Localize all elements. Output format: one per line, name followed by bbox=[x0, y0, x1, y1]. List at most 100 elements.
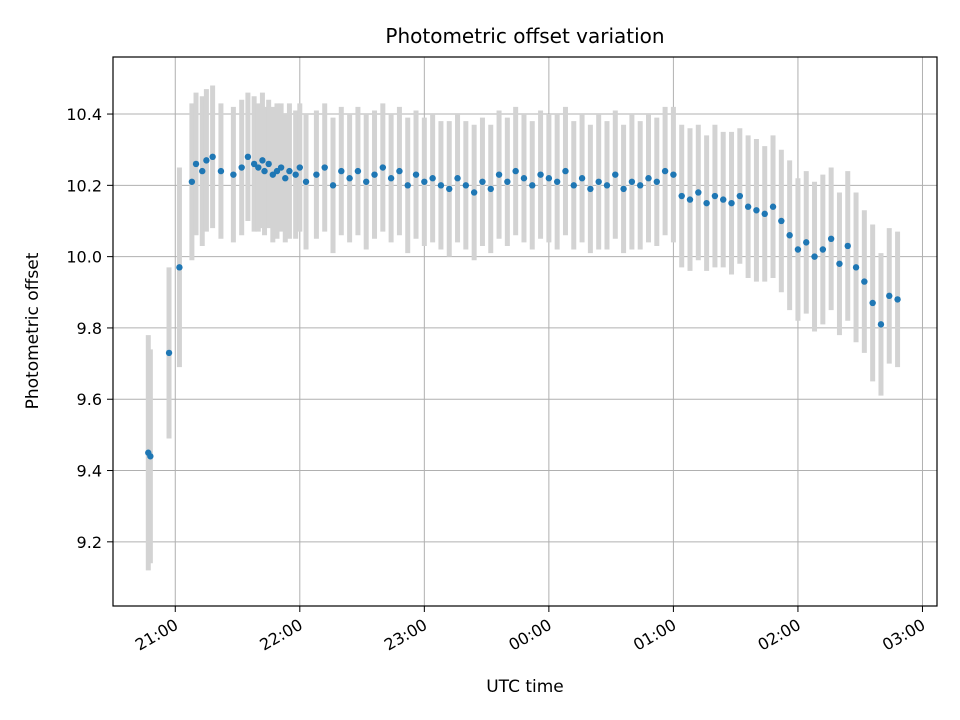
data-point bbox=[147, 453, 154, 460]
data-point bbox=[387, 175, 395, 182]
data-point bbox=[562, 167, 569, 175]
data-point bbox=[844, 242, 851, 250]
data-point bbox=[587, 185, 594, 193]
data-point bbox=[728, 199, 735, 207]
data-point bbox=[462, 182, 470, 189]
data-point bbox=[286, 167, 293, 175]
y-tick-label: 9.6 bbox=[77, 390, 102, 409]
data-point bbox=[338, 167, 345, 175]
x-tick-label: 00:00 bbox=[505, 615, 554, 655]
data-point bbox=[454, 175, 461, 182]
data-point bbox=[869, 299, 876, 307]
data-point bbox=[487, 185, 494, 193]
data-point bbox=[371, 171, 378, 178]
y-axis-label: Photometric offset bbox=[23, 252, 43, 409]
data-point bbox=[238, 164, 245, 171]
data-point bbox=[346, 175, 353, 182]
data-point bbox=[244, 153, 252, 161]
data-point bbox=[188, 178, 196, 185]
data-point bbox=[273, 167, 281, 175]
y-axis: 9.2 9.4 9.6 9.8 10.0 10.2 10.4 bbox=[66, 105, 113, 552]
data-point bbox=[620, 185, 627, 193]
data-point bbox=[761, 210, 768, 218]
x-tick-label: 01:00 bbox=[630, 615, 679, 655]
data-point bbox=[603, 182, 611, 189]
data-point bbox=[786, 232, 793, 239]
data-point bbox=[695, 189, 702, 196]
data-point bbox=[645, 175, 652, 182]
data-point bbox=[292, 171, 299, 178]
data-point bbox=[836, 260, 843, 267]
chart-title: Photometric offset variation bbox=[385, 24, 664, 48]
y-tick-label: 9.4 bbox=[77, 462, 102, 481]
y-tick-label: 9.8 bbox=[77, 319, 102, 338]
data-point bbox=[250, 160, 258, 168]
data-point bbox=[678, 192, 685, 200]
data-point bbox=[570, 182, 577, 189]
data-point bbox=[277, 164, 285, 171]
data-point bbox=[479, 178, 486, 185]
data-point bbox=[686, 196, 694, 203]
x-tick-label: 02:00 bbox=[755, 615, 804, 655]
data-point bbox=[886, 292, 893, 300]
data-point bbox=[296, 164, 304, 171]
data-point bbox=[302, 178, 310, 185]
data-point bbox=[778, 217, 785, 225]
data-point bbox=[396, 167, 403, 175]
data-point bbox=[176, 264, 183, 271]
data-point bbox=[429, 175, 436, 182]
data-point bbox=[379, 164, 387, 171]
data-point bbox=[736, 192, 744, 200]
data-point bbox=[199, 167, 206, 175]
x-axis: 21:00 22:00 23:00 00:00 01:00 02:00 03:00 bbox=[132, 606, 928, 655]
data-point bbox=[495, 171, 503, 178]
data-point bbox=[537, 171, 544, 178]
data-point bbox=[744, 203, 752, 210]
data-point bbox=[877, 321, 885, 328]
data-point bbox=[446, 185, 453, 193]
data-point bbox=[470, 189, 478, 196]
data-point bbox=[259, 157, 266, 164]
data-point bbox=[329, 182, 337, 189]
data-point bbox=[165, 349, 173, 357]
data-point bbox=[612, 171, 619, 178]
data-point bbox=[363, 178, 370, 185]
x-axis-label: UTC time bbox=[486, 677, 564, 697]
x-tick-label: 21:00 bbox=[132, 615, 181, 655]
y-tick-label: 10.4 bbox=[66, 105, 102, 124]
data-point bbox=[504, 178, 511, 185]
data-point bbox=[769, 203, 777, 210]
data-point bbox=[636, 182, 644, 189]
data-point bbox=[703, 199, 710, 207]
data-point bbox=[282, 175, 289, 182]
plot-frame bbox=[112, 56, 938, 607]
x-tick-label: 03:00 bbox=[879, 615, 928, 655]
data-point bbox=[827, 235, 835, 243]
data-point bbox=[670, 171, 677, 178]
data-point bbox=[794, 246, 802, 253]
data-point bbox=[545, 175, 553, 182]
data-point bbox=[861, 278, 868, 285]
data-point bbox=[628, 178, 636, 185]
data-point bbox=[354, 167, 362, 175]
data-point bbox=[894, 296, 901, 303]
data-point bbox=[192, 160, 200, 168]
data-point bbox=[437, 182, 445, 189]
data-point bbox=[313, 171, 320, 178]
data-point bbox=[529, 182, 536, 189]
data-point bbox=[553, 178, 561, 185]
x-tick-label: 22:00 bbox=[256, 615, 305, 655]
y-tick-label: 10.0 bbox=[66, 248, 102, 267]
data-points bbox=[145, 153, 901, 460]
data-point bbox=[230, 171, 237, 178]
data-point bbox=[520, 175, 528, 182]
data-point bbox=[753, 207, 760, 214]
data-point bbox=[261, 167, 268, 175]
data-point bbox=[217, 167, 225, 175]
data-point bbox=[595, 178, 602, 185]
y-tick-label: 9.2 bbox=[77, 533, 102, 552]
data-point bbox=[209, 153, 216, 161]
data-point bbox=[512, 167, 519, 175]
data-point bbox=[852, 264, 860, 271]
